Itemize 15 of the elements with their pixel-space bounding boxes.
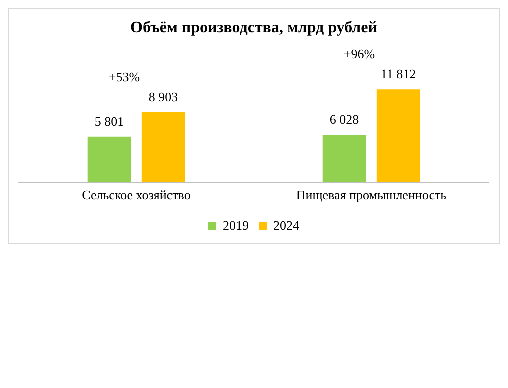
data-label: 11 812 xyxy=(380,66,416,82)
legend-label: 2024 xyxy=(274,218,300,233)
data-label: 6 028 xyxy=(330,112,360,127)
data-label: 8 903 xyxy=(148,89,178,104)
text: +96% xyxy=(344,46,376,62)
x-tick-label: Сельское хозяйство xyxy=(82,188,191,203)
bar xyxy=(142,112,186,182)
bar xyxy=(88,136,132,182)
text: +53% xyxy=(108,69,140,84)
legend-label: 2019 xyxy=(223,218,249,233)
bar xyxy=(322,135,366,182)
chart-title: Объём производства, млрд рублей xyxy=(130,20,378,37)
bar xyxy=(376,90,420,182)
data-label: 5 801 xyxy=(94,114,124,129)
x-tick-label: Пищевая промышленность xyxy=(296,188,447,203)
